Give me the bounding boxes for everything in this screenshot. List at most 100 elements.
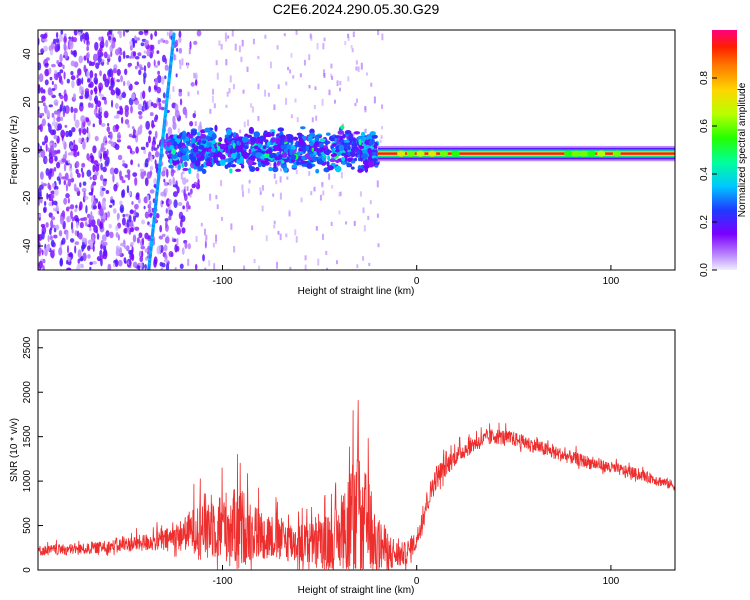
heatmap-cell — [267, 92, 270, 97]
carrier-blob — [571, 150, 580, 157]
heatmap-cell — [220, 216, 223, 221]
heatmap-cell — [370, 82, 373, 87]
heatmap-cell — [273, 224, 276, 229]
heatmap-cell — [215, 60, 218, 66]
heatmap-cell — [202, 254, 205, 262]
heatmap-cell — [112, 173, 115, 183]
heatmap-cell — [335, 260, 338, 265]
noisy-band-cell — [182, 167, 189, 171]
heatmap-cell — [194, 79, 198, 86]
heatmap-cell — [51, 152, 56, 158]
heatmap-cell — [89, 215, 95, 221]
heatmap-cell — [51, 121, 57, 127]
heatmap-cell — [174, 109, 180, 118]
heatmap-cell — [38, 260, 43, 269]
heatmap-cell — [75, 160, 80, 168]
heatmap-cell — [351, 48, 354, 53]
heatmap-cell — [186, 178, 189, 183]
noisy-band-cell — [188, 167, 192, 175]
heatmap-cell — [172, 191, 178, 198]
heatmap-cell — [107, 211, 111, 218]
heatmap-cell — [53, 71, 59, 81]
carrier-blob — [397, 150, 406, 157]
heatmap-cell — [49, 76, 53, 81]
noisy-band-cell — [219, 159, 226, 166]
heatmap-cell — [74, 245, 77, 254]
heatmap-cell — [234, 43, 237, 51]
heatmap-cell — [144, 102, 148, 111]
heatmap-cell — [133, 129, 137, 134]
noisy-band-cell — [315, 168, 320, 174]
heatmap-cell — [225, 38, 228, 42]
heatmap-cell — [73, 215, 79, 222]
heatmap-cell — [129, 258, 132, 266]
heatmap-cell — [87, 254, 91, 259]
heatmap-cell — [102, 166, 107, 173]
noisy-band-cell — [317, 142, 324, 148]
heatmap-cell — [127, 123, 130, 129]
carrier-blob — [564, 150, 573, 157]
heatmap-cell — [79, 182, 82, 188]
heatmap-cell — [101, 187, 106, 191]
heatmap-cell — [53, 234, 58, 239]
noisy-band-cell — [298, 161, 302, 165]
heatmap-cell — [338, 210, 341, 215]
heatmap-cell — [158, 244, 162, 251]
heatmap-cell — [367, 215, 370, 220]
heatmap-cell — [113, 64, 118, 70]
noisy-band-cell — [371, 151, 377, 156]
heatmap-cell — [163, 178, 166, 183]
heatmap-cell — [122, 159, 126, 164]
heatmap-cell — [54, 43, 60, 53]
noisy-band-cell — [207, 153, 215, 157]
heatmap-cell — [108, 223, 112, 229]
noisy-band-cell — [190, 137, 196, 145]
heatmap-cell — [362, 256, 365, 261]
colorbar-gradient — [712, 30, 737, 270]
heatmap-cell — [294, 98, 297, 103]
noisy-band-cell — [241, 136, 249, 143]
heatmap-cell — [145, 40, 149, 44]
heatmap-cell — [160, 38, 164, 43]
heatmap-cell — [212, 242, 215, 248]
heatmap-cell — [147, 61, 151, 69]
heatmap-cell — [40, 34, 45, 38]
heatmap-cell — [140, 146, 146, 151]
heatmap-cell — [240, 56, 243, 63]
noisy-band-cell — [227, 152, 232, 158]
heatmap-cell — [308, 84, 311, 89]
heatmap-cell — [232, 84, 235, 90]
heatmap-cell — [154, 159, 157, 166]
heatmap-cell — [124, 245, 129, 250]
heatmap-cell — [175, 73, 178, 78]
heatmap-cell — [290, 114, 293, 119]
noisy-band-cell — [347, 145, 351, 150]
heatmap-cell — [246, 66, 249, 72]
heatmap-cell — [216, 204, 219, 209]
heatmap-cell — [138, 114, 143, 120]
spectrogram-marks — [38, 30, 675, 270]
heatmap-cell — [71, 79, 75, 89]
heatmap-cell — [114, 259, 119, 268]
heatmap-cell — [86, 126, 89, 134]
noisy-band-cell — [362, 136, 368, 140]
heatmap-cell — [300, 197, 303, 203]
heatmap-cell — [46, 192, 49, 200]
heatmap-cell — [41, 230, 45, 240]
heatmap-cell — [279, 176, 282, 183]
noisy-band-cell — [250, 154, 256, 161]
colorbar: 0.0 0.2 0.4 0.6 0.8 Normalized spectral ampl… — [699, 30, 748, 277]
heatmap-cell — [204, 267, 207, 270]
heatmap-cell — [110, 141, 116, 147]
heatmap-cell — [145, 141, 149, 148]
heatmap-cell — [140, 91, 143, 100]
heatmap-cell — [115, 248, 121, 257]
heatmap-cell — [191, 183, 196, 189]
heatmap-cell — [276, 261, 279, 269]
heatmap-cell — [64, 105, 70, 114]
heatmap-cell — [103, 51, 108, 59]
x-tick-label: 0 — [414, 276, 420, 287]
heatmap-cell — [78, 128, 82, 136]
heatmap-cell — [148, 130, 152, 135]
heatmap-cell — [323, 37, 326, 42]
